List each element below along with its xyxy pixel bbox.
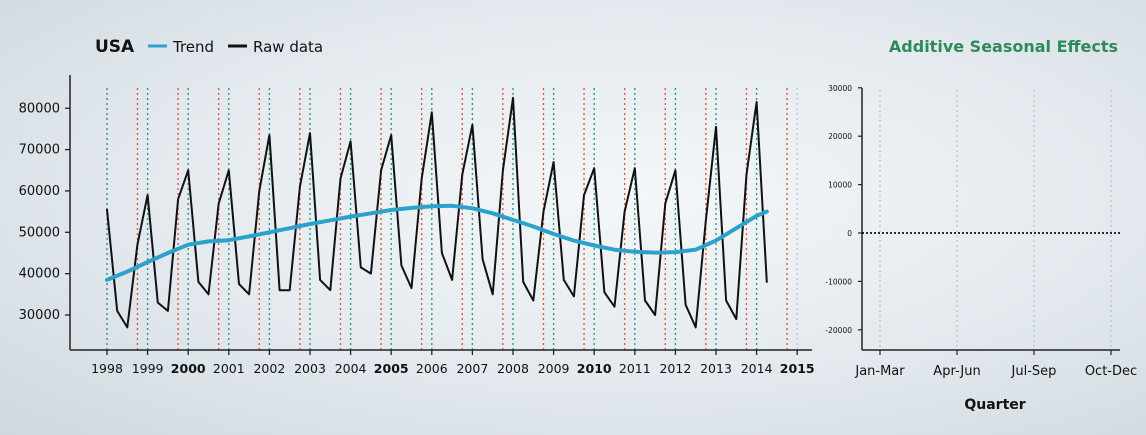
seasonal-y-tick-label: 0 [847, 229, 852, 238]
seasonal-y-tick-label: 30000 [828, 84, 852, 93]
x-tick-label: 2010 [577, 361, 612, 376]
y-tick-label: 80000 [19, 101, 60, 116]
seasonal-y-tick-label: -20000 [825, 326, 852, 335]
seasonal-xlabel: Quarter [964, 397, 1025, 413]
quarter-gridlines [106, 88, 798, 350]
legend-trend-label: Trend [172, 38, 214, 56]
x-tick-label: 2004 [335, 361, 367, 376]
x-tick-label: 2014 [741, 361, 773, 376]
x-tick-label: 2003 [294, 361, 326, 376]
main-axes: 30000 40000 50000 60000 70000 80000 1998 1999 20… [19, 75, 815, 376]
chart-title: USA [95, 37, 135, 57]
y-tick-label: 40000 [19, 267, 60, 282]
y-tick-label: 60000 [19, 184, 60, 199]
seasonal-y-tick-label: 20000 [828, 132, 852, 141]
seasonal-x-tick-label: Jul-Sep [1011, 364, 1057, 379]
x-tick-label: 2009 [538, 361, 570, 376]
x-tick-label: 2012 [659, 361, 691, 376]
x-tick-label: 2013 [700, 361, 732, 376]
seasonal-axes: -20000 -10000 0 10000 20000 30000 Jan-Mar Apr-J… [825, 84, 1137, 379]
x-tick-label: 2008 [497, 361, 529, 376]
x-tick-label: 1999 [132, 361, 164, 376]
main-series [105, 96, 769, 329]
legend-raw-label: Raw data [253, 38, 323, 56]
x-tick-label: 2006 [416, 361, 448, 376]
raw-data-line [106, 96, 768, 329]
seasonal-x-tick-label: Jan-Mar [854, 364, 905, 379]
seasonal-x-tick-label: Oct-Dec [1085, 364, 1137, 379]
x-tick-label: 2015 [780, 361, 815, 376]
y-tick-label: 30000 [19, 308, 60, 323]
seasonal-y-tick-label: -10000 [825, 277, 852, 286]
y-tick-label: 50000 [19, 225, 60, 240]
x-tick-label: 1998 [91, 361, 123, 376]
x-tick-label: 2011 [619, 361, 651, 376]
x-tick-label: 2000 [171, 361, 206, 376]
seasonal-gridlines [879, 90, 1112, 350]
seasonal-y-tick-label: 10000 [828, 181, 852, 190]
y-tick-label: 70000 [19, 143, 60, 158]
x-tick-label: 2002 [253, 361, 285, 376]
trend-line [105, 203, 769, 282]
seasonal-x-tick-label: Apr-Jun [933, 364, 980, 379]
x-tick-label: 2005 [374, 361, 409, 376]
x-tick-label: 2007 [456, 361, 488, 376]
x-tick-label: 2001 [213, 361, 245, 376]
seasonal-chart-title: Additive Seasonal Effects [889, 37, 1118, 56]
